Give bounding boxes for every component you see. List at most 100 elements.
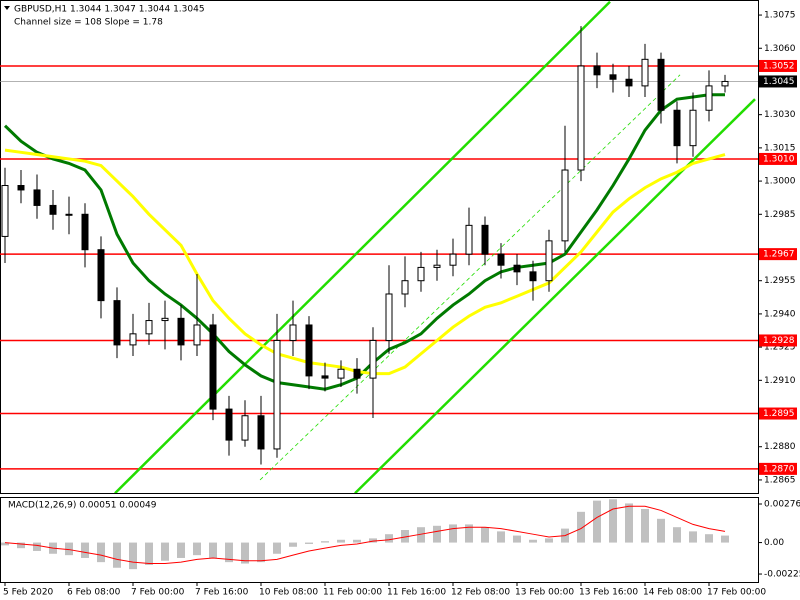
macd-bar bbox=[481, 527, 489, 543]
macd-bar bbox=[113, 542, 121, 568]
candle-body bbox=[289, 324, 297, 341]
candle-body bbox=[609, 74, 617, 80]
candle-body bbox=[33, 189, 41, 206]
axes: 1.3075 1.3060 1.3030 1.3015 1.3000 1.2985 1.29… bbox=[3, 11, 800, 598]
y-tick-label: 1.2925 bbox=[764, 343, 796, 353]
macd-bar bbox=[593, 500, 601, 543]
channel-line bbox=[114, 0, 611, 493]
current-price-label: 1.3045 bbox=[763, 77, 795, 87]
candle-body bbox=[401, 280, 409, 295]
macd-bar bbox=[673, 527, 681, 543]
y-tick-label: 1.2985 bbox=[764, 210, 796, 220]
level-label-box bbox=[759, 152, 797, 165]
x-tick-label: 7 Feb 00:00 bbox=[131, 588, 185, 598]
candle-body bbox=[705, 85, 713, 111]
macd-bar bbox=[161, 542, 169, 561]
level-label: 1.3010 bbox=[763, 154, 795, 164]
level-label: 1.2928 bbox=[763, 336, 795, 346]
macd-bar bbox=[225, 542, 233, 563]
macd-bar bbox=[177, 542, 185, 558]
level-label-box bbox=[759, 248, 797, 261]
x-tick-label: 13 Feb 00:00 bbox=[515, 588, 574, 598]
y-tick-label: 1.2865 bbox=[764, 475, 796, 485]
candle-body bbox=[65, 213, 73, 216]
macd-bar bbox=[641, 509, 649, 543]
candle-body bbox=[113, 300, 121, 346]
candle-body bbox=[465, 224, 473, 255]
candle-body bbox=[593, 65, 601, 76]
macd-bar bbox=[417, 527, 425, 543]
x-tick-label: 12 Feb 08:00 bbox=[451, 588, 510, 598]
macd-title: MACD(12,26,9) 0.00051 0.00049 bbox=[8, 501, 157, 511]
candle-body bbox=[657, 58, 665, 111]
candle-body bbox=[145, 320, 153, 335]
y-tick-label: 0.00276 bbox=[764, 499, 800, 509]
macd-bar bbox=[577, 511, 585, 543]
x-tick-label: 11 Feb 16:00 bbox=[387, 588, 446, 598]
level-label: 1.2967 bbox=[763, 250, 795, 260]
level-label-box bbox=[759, 462, 797, 475]
y-tick-label: -0.00225 bbox=[764, 570, 800, 580]
macd-bar bbox=[33, 542, 41, 551]
macd-bar bbox=[193, 542, 201, 556]
macd-bar bbox=[65, 542, 73, 556]
x-tick-label: 5 Feb 2020 bbox=[3, 588, 54, 598]
level-label: 1.3052 bbox=[763, 61, 795, 71]
macd-bar bbox=[625, 503, 633, 543]
macd-bar bbox=[657, 518, 665, 543]
y-tick-label: 1.3000 bbox=[764, 177, 796, 187]
y-tick-label: 1.2940 bbox=[764, 309, 796, 319]
macd-bar bbox=[385, 534, 393, 543]
level-label: 1.2895 bbox=[763, 409, 795, 419]
candle-body bbox=[545, 240, 553, 282]
candle-body bbox=[641, 58, 649, 87]
x-tick-label: 10 Feb 08:00 bbox=[259, 588, 318, 598]
macd-bar bbox=[689, 531, 697, 543]
candle-body bbox=[81, 213, 89, 251]
candle-body bbox=[129, 333, 137, 346]
macd-bar bbox=[705, 534, 713, 543]
y-tick-label: 1.3075 bbox=[764, 11, 796, 21]
candle-body bbox=[689, 109, 697, 147]
x-tick-label: 13 Feb 16:00 bbox=[579, 588, 638, 598]
candle-body bbox=[17, 185, 25, 191]
y-tick-label: 1.2910 bbox=[764, 376, 796, 386]
candle-body bbox=[97, 249, 105, 302]
macd-bar bbox=[401, 529, 409, 543]
macd-bar bbox=[81, 542, 89, 558]
candle-body bbox=[513, 264, 521, 273]
collapse-icon bbox=[4, 6, 10, 10]
macd-bar bbox=[321, 541, 329, 543]
candle-body bbox=[241, 415, 249, 441]
candle-body bbox=[177, 317, 185, 346]
level-label-box bbox=[759, 59, 797, 72]
macd-frame bbox=[0, 497, 759, 583]
candle-body bbox=[337, 368, 345, 379]
candle-body bbox=[385, 293, 393, 341]
macd-bar bbox=[529, 539, 537, 543]
macd-bar bbox=[97, 542, 105, 563]
candle-body bbox=[1, 185, 9, 237]
y-tick-label: 1.3015 bbox=[764, 143, 796, 153]
macd-bar bbox=[433, 525, 441, 543]
macd-bar bbox=[1, 542, 9, 546]
candle-body bbox=[321, 375, 329, 379]
candle-body bbox=[497, 253, 505, 266]
macd-signal bbox=[4, 505, 726, 565]
macd-bar bbox=[209, 542, 217, 558]
candle-body bbox=[209, 324, 217, 410]
macd-bar bbox=[273, 542, 281, 554]
macd-plot bbox=[1, 499, 729, 570]
moving-average bbox=[4, 148, 726, 376]
candle-body bbox=[481, 224, 489, 255]
candle-body bbox=[49, 204, 57, 215]
chart-title: GBPUSD,H1 1.3044 1.3047 1.3044 1.3045 bbox=[14, 5, 205, 15]
macd-bar bbox=[129, 542, 137, 570]
macd-bar bbox=[497, 531, 505, 543]
x-tick-label: 11 Feb 00:00 bbox=[323, 588, 382, 598]
x-tick-label: 14 Feb 08:00 bbox=[643, 588, 702, 598]
candle-body bbox=[305, 324, 313, 377]
macd-bar bbox=[513, 535, 521, 543]
